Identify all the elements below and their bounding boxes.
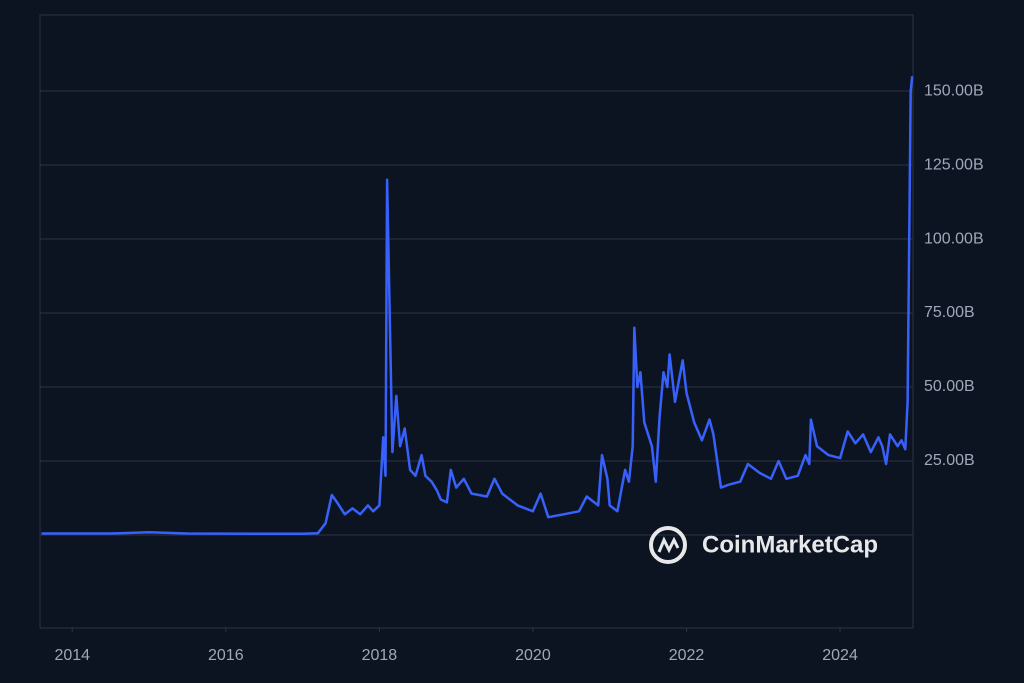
- x-tick-label: 2014: [54, 647, 90, 664]
- x-tick-label: 2022: [669, 647, 705, 664]
- x-tick-label: 2016: [208, 647, 244, 664]
- y-tick-label: 50.00B: [924, 378, 975, 395]
- watermark: CoinMarketCap: [649, 526, 878, 564]
- y-tick-label: 125.00B: [924, 156, 984, 173]
- y-tick-label: 100.00B: [924, 230, 984, 247]
- x-tick-label: 2020: [515, 647, 551, 664]
- y-tick-label: 25.00B: [924, 452, 975, 469]
- watermark-text: CoinMarketCap: [702, 531, 878, 558]
- y-tick-label: 75.00B: [924, 304, 975, 321]
- price-line: [41, 76, 914, 536]
- x-tick-label: 2024: [822, 647, 858, 664]
- plot-frame: [39, 14, 914, 628]
- watermark-logo: [649, 526, 687, 564]
- watermark-logo-mark: [657, 536, 680, 554]
- y-tick-label: 150.00B: [924, 82, 984, 99]
- x-tick-label: 2018: [362, 647, 398, 664]
